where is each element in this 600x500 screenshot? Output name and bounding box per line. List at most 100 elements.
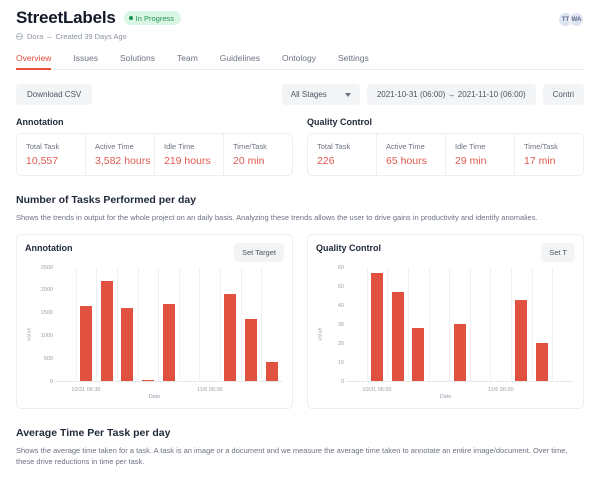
stage-select-value: All Stages (290, 90, 327, 99)
tab-bar: Overview Issues Solutions Team Guideline… (16, 53, 584, 70)
download-csv-button[interactable]: Download CSV (16, 84, 93, 105)
stat-value: 3,582 hours (95, 155, 151, 167)
toolbar: Download CSV All Stages 2021-10-31 (06:0… (16, 84, 584, 105)
bar[interactable] (391, 292, 404, 381)
bar[interactable] (79, 306, 92, 381)
bar-series (346, 268, 573, 381)
bar-series (55, 268, 282, 381)
stat-value: 17 min (524, 155, 556, 167)
bar-slot (220, 268, 241, 381)
annotation-plot: value 0 500 1000 1500 2000 2500 10/31 06:30 11… (25, 265, 284, 400)
x-tick-label: 11/6 06:00 (487, 386, 514, 393)
contributors-filter[interactable]: Contri (542, 84, 584, 105)
stat-label: Time/Task (233, 142, 267, 151)
bar[interactable] (245, 318, 258, 381)
bar-slot (511, 268, 532, 381)
bar-slot (532, 268, 553, 381)
gridline (158, 267, 160, 381)
y-tick-label: 60 (337, 264, 344, 271)
gridline (449, 267, 451, 381)
bar-slot (470, 268, 491, 381)
x-tick-label: 10/31 06:30 (71, 386, 101, 393)
stat-cell-idle-time: Idle Time 219 hours (155, 134, 224, 175)
chart-header: Annotation Set Target (25, 242, 284, 262)
bar[interactable] (121, 307, 134, 381)
plot-area (55, 267, 282, 382)
y-axis-label: value (317, 326, 324, 341)
stat-cell-time-per-task: Time/Task 20 min (224, 134, 292, 175)
status-badge-label: In Progress (135, 13, 175, 23)
tab-solutions[interactable]: Solutions (120, 53, 155, 63)
gridline (261, 267, 263, 381)
bar[interactable] (453, 324, 466, 381)
tab-overview[interactable]: Overview (16, 53, 52, 70)
stat-cell-total-task: Total Task 226 (308, 134, 377, 175)
bar-slot (346, 268, 367, 381)
bar-slot (76, 268, 97, 381)
y-axis-label: value (26, 326, 33, 341)
stat-cell-time-per-task: Time/Task 17 min (515, 134, 583, 175)
bar-slot (552, 268, 573, 381)
gridline (552, 267, 554, 381)
plot-area (346, 267, 573, 382)
bar-slot (367, 268, 388, 381)
project-owner: Dora (27, 32, 44, 41)
y-tick-label: 0 (340, 378, 344, 385)
bar[interactable] (265, 362, 278, 381)
page-title: StreetLabels (16, 8, 116, 27)
bar[interactable] (100, 281, 113, 381)
chart-title: Annotation (25, 242, 73, 253)
gridline (469, 267, 471, 381)
bar-slot (241, 268, 262, 381)
toolbar-filters: All Stages 2021-10-31 (06:00) → 2021-11-… (281, 84, 584, 105)
y-tick-label: 10 (337, 359, 344, 366)
bar[interactable] (224, 294, 237, 381)
gridline (366, 267, 368, 381)
y-tick-label: 0 (49, 378, 53, 385)
y-axis-ticks: 0 10 20 30 40 50 60 (324, 264, 344, 385)
bar[interactable] (536, 342, 549, 381)
bar-slot (449, 268, 470, 381)
tab-ontology[interactable]: Ontology (281, 53, 316, 63)
stat-label: Time/Task (524, 142, 558, 151)
y-tick-label: 40 (337, 302, 344, 309)
tab-issues[interactable]: Issues (73, 53, 99, 63)
set-target-button[interactable]: Set T (541, 242, 575, 262)
date-range-picker[interactable]: 2021-10-31 (06:00) → 2021-11-10 (06:00) (366, 84, 536, 105)
stage-select[interactable]: All Stages (281, 84, 360, 105)
bar[interactable] (370, 273, 383, 381)
stat-cell-active-time: Active Time 3,582 hours (86, 134, 155, 175)
bar[interactable] (515, 299, 528, 381)
section-desc-tasks: Shows the trends in output for the whole… (16, 213, 538, 222)
gridline (240, 267, 242, 381)
bar[interactable] (141, 379, 154, 381)
stat-value: 20 min (233, 155, 265, 167)
stat-cell-idle-time: Idle Time 29 min (446, 134, 515, 175)
y-tick-label: 20 (337, 340, 344, 347)
avatar[interactable]: WA (569, 12, 584, 27)
gridline (387, 267, 389, 381)
avatar-group[interactable]: TT WA (558, 12, 584, 27)
stat-value: 29 min (455, 155, 487, 167)
x-axis-label: Date (148, 393, 161, 400)
bar[interactable] (162, 303, 175, 381)
section-title-avg-time: Average Time Per Task per day (16, 426, 171, 439)
status-badge: In Progress (123, 11, 182, 25)
status-dot-icon (128, 16, 133, 20)
title-row: StreetLabels In Progress (16, 8, 584, 28)
quality-control-chart-card: Quality Control Set T value 0 10 20 30 40 50 6… (307, 233, 584, 409)
tab-guidelines[interactable]: Guidelines (219, 53, 260, 63)
gridline (199, 267, 201, 381)
gridline (116, 267, 118, 381)
bar[interactable] (412, 327, 425, 381)
x-tick-label: 11/6 06:00 (196, 386, 223, 393)
set-target-button[interactable]: Set Target (233, 242, 284, 262)
annotation-stats-label: Annotation (16, 117, 64, 127)
stat-value: 10,557 (26, 155, 59, 167)
bar-slot (261, 268, 282, 381)
section-title-tasks: Number of Tasks Performed per day (16, 194, 197, 206)
gridline (407, 267, 409, 381)
tab-settings[interactable]: Settings (337, 53, 369, 63)
tab-team[interactable]: Team (176, 53, 198, 63)
